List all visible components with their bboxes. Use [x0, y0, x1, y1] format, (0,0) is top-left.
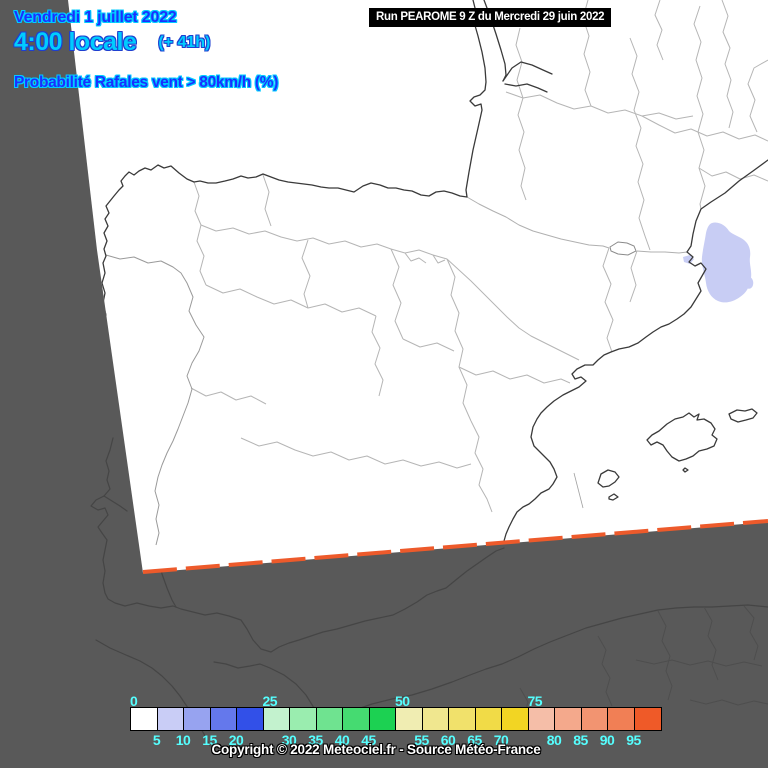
legend-tick-10: 10 — [175, 732, 191, 748]
legend-cell-35 — [316, 708, 343, 730]
legend-tick-90: 90 — [599, 732, 615, 748]
france-admin-boundaries — [505, 0, 768, 251]
map-artifact-line — [573, 472, 584, 509]
legend-cell-70 — [502, 708, 529, 730]
header: Vendredi 1 juillet 2022 4:00 locale (+ 4… — [14, 9, 210, 57]
legend-scale — [130, 707, 662, 731]
legend-tick-15: 15 — [202, 732, 217, 748]
legend-tick-95: 95 — [626, 732, 641, 748]
legend-cell-95 — [634, 708, 661, 730]
parameter-title: Probabilité Rafales vent > 80km/h (%) — [14, 74, 279, 91]
legend-tick-25: 25 — [262, 693, 278, 709]
copyright-text: Copyright © 2022 Meteociel.fr - Source M… — [211, 742, 541, 757]
outside-domain-admin-boundaries — [519, 605, 768, 731]
coastlines — [101, 0, 768, 567]
legend-tick-40: 40 — [334, 732, 350, 748]
legend-tick-30: 30 — [281, 732, 297, 748]
legend-tick-85: 85 — [573, 732, 588, 748]
andorra-border — [609, 241, 637, 256]
legend-cell-50 — [396, 708, 423, 730]
legend-tick-75: 75 — [527, 693, 543, 709]
legend-tick-0: 0 — [130, 693, 138, 709]
legend-tick-20: 20 — [228, 732, 244, 748]
legend-cell-10 — [184, 708, 211, 730]
legend-tick-80: 80 — [546, 732, 562, 748]
legend-cell-0 — [131, 708, 158, 730]
model-domain — [68, 0, 768, 573]
forecast-time: 4:00 locale — [14, 28, 137, 56]
legend-cell-45 — [369, 708, 396, 730]
legend-cell-80 — [555, 708, 582, 730]
legend-cell-90 — [608, 708, 635, 730]
legend-cell-25 — [263, 708, 290, 730]
pyrenees-border — [466, 196, 688, 254]
legend-tick-65: 65 — [467, 732, 482, 748]
legend-tick-45: 45 — [361, 732, 376, 748]
legend-cell-75 — [528, 708, 555, 730]
legend-tick-50: 50 — [395, 693, 410, 709]
legend-cell-20 — [237, 708, 264, 730]
portugal-spain-border — [105, 254, 205, 546]
legend-cell-30 — [290, 708, 317, 730]
legend-cell-60 — [449, 708, 476, 730]
spain-admin-boundaries — [190, 174, 638, 513]
legend-tick-60: 60 — [440, 732, 456, 748]
legend-tick-5: 5 — [152, 732, 161, 748]
legend-cell-5 — [157, 708, 184, 730]
domain-edge-probability-band — [142, 519, 768, 574]
run-info-box: Run PEAROME 9 Z du Mercredi 29 juin 2022 — [369, 8, 612, 27]
probability-shaded-region — [683, 222, 754, 303]
legend-cell-15 — [210, 708, 237, 730]
legend-tick-35: 35 — [308, 732, 323, 748]
forecast-date: Vendredi 1 juillet 2022 — [14, 9, 177, 26]
legend-tick-55: 55 — [414, 732, 429, 748]
legend-cell-55 — [422, 708, 449, 730]
legend-cell-85 — [581, 708, 608, 730]
legend-tick-70: 70 — [493, 732, 509, 748]
forecast-lead-time: (+ 41h) — [158, 33, 211, 51]
legend-cell-65 — [475, 708, 502, 730]
probability-legend: 0 25 50 75 5 10 15 20 30 35 40 45 55 60 65 70 80 85 90 95 … — [130, 693, 662, 757]
legend-cell-40 — [343, 708, 370, 730]
